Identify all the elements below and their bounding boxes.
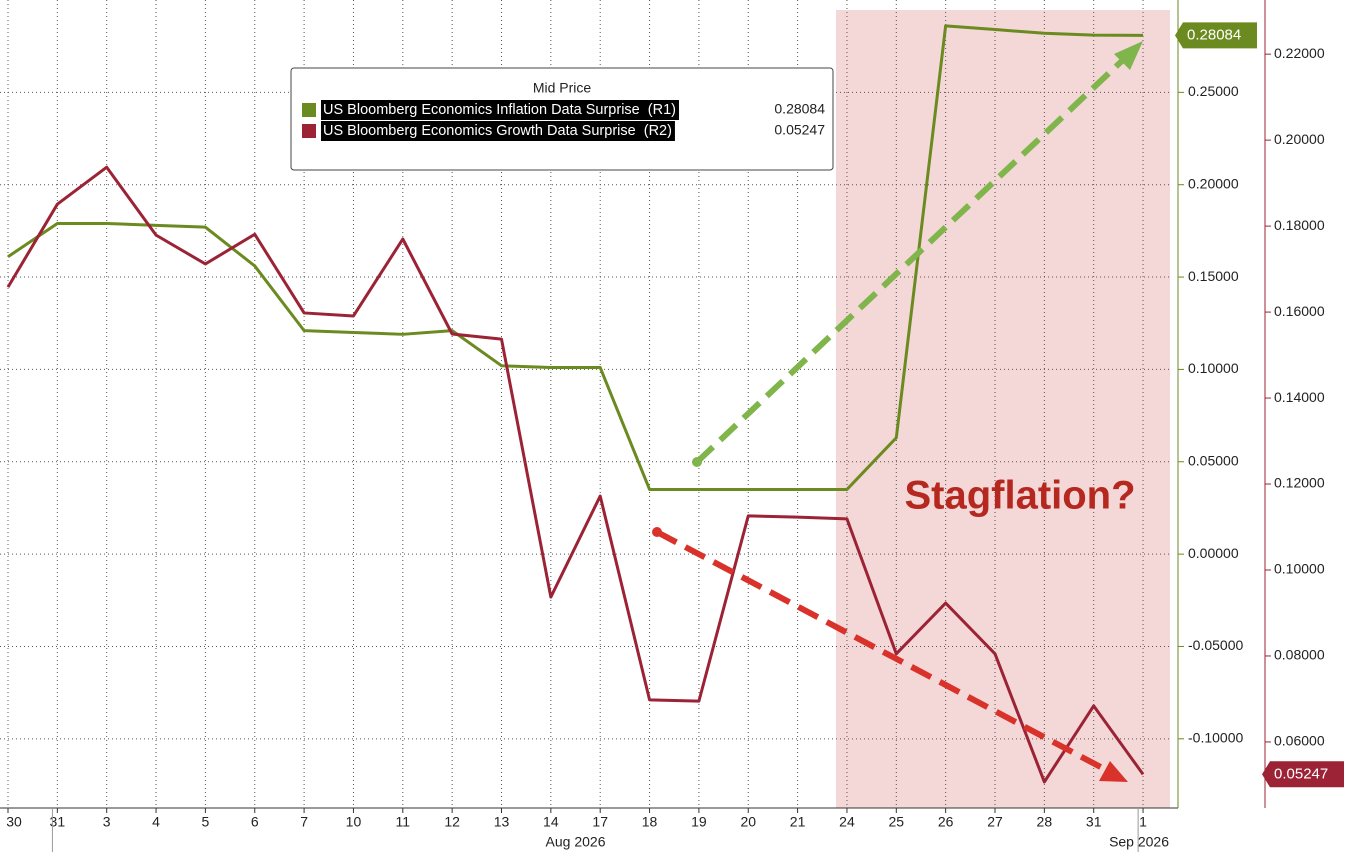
legend-highlight	[321, 100, 679, 120]
legend-label: US Bloomberg Economics Growth Data Surpr…	[323, 123, 672, 139]
x-tick-label: 5	[202, 814, 210, 830]
x-tick-label: 1	[1139, 814, 1147, 830]
x-tick-label: 20	[740, 814, 756, 830]
legend-value: 0.28084	[774, 101, 825, 117]
x-tick-label: 31	[50, 814, 66, 830]
y2-tick-label: 0.10000	[1274, 561, 1325, 577]
legend-label: US Bloomberg Economics Inflation Data Su…	[323, 102, 676, 118]
x-tick-label: 4	[152, 814, 160, 830]
grid	[0, 0, 1170, 808]
x-tick-label: 12	[444, 814, 460, 830]
annotation: Stagflation?	[904, 474, 1135, 518]
legend-swatch	[302, 124, 316, 138]
legend-highlight	[321, 121, 675, 141]
x-tick-label: 31	[1086, 814, 1102, 830]
y-tick-label: 0.10000	[1188, 360, 1239, 376]
x-tick-label: 28	[1037, 814, 1053, 830]
x-tick-label: 7	[300, 814, 308, 830]
y-tick-label: 0.00000	[1188, 545, 1239, 561]
x-tick-label: 21	[790, 814, 806, 830]
axes: -0.10000 -0.05000 0.00000 0.05000 0.10000 0.1…	[6, 22, 1344, 852]
x-tick-label: 13	[494, 814, 510, 830]
x-tick-label: 14	[543, 814, 559, 830]
down-arrow	[655, 529, 1112, 775]
x-tick-label: 17	[592, 814, 608, 830]
series-line	[6, 165, 1145, 784]
y-tick-label: 0.25000	[1188, 83, 1239, 99]
up-arrow	[694, 55, 1128, 465]
y2-tick-label: 0.12000	[1274, 475, 1325, 491]
x-tick-label: 26	[938, 814, 954, 830]
x-tick-label: 19	[691, 814, 707, 830]
last-value-box	[1262, 761, 1344, 788]
x-tick-label: 27	[987, 814, 1003, 830]
y2-tick-label: 0.16000	[1274, 303, 1325, 319]
x-tick-label: 25	[889, 814, 905, 830]
x-tick-label: 10	[346, 814, 362, 830]
down-arrow-start	[652, 527, 662, 537]
x-tick-label: 24	[839, 814, 855, 830]
up-arrowhead	[1114, 41, 1143, 70]
y2-tick-label: 0.08000	[1274, 647, 1325, 663]
legend: Mid Price US Bloomberg Economics Inflati…	[290, 67, 834, 171]
legend-title: Mid Price	[533, 80, 592, 96]
highlight-region	[836, 10, 1170, 808]
x-tick-label: 11	[396, 814, 411, 830]
y-tick-label: -0.10000	[1188, 730, 1243, 746]
last-value-box	[1175, 22, 1257, 49]
last-value-label: 0.05247	[1274, 765, 1328, 782]
month-label: Aug 2026	[546, 834, 606, 850]
x-tick-label: 18	[642, 814, 658, 830]
y-tick-label: 0.05000	[1188, 452, 1239, 468]
y-tick-label: -0.05000	[1188, 637, 1243, 653]
y2-tick-label: 0.06000	[1274, 733, 1325, 749]
y-tick-label: 0.15000	[1188, 268, 1239, 284]
legend-value: 0.05247	[774, 122, 825, 138]
y-tick-label: 0.20000	[1188, 175, 1239, 191]
y2-tick-label: 0.20000	[1274, 131, 1325, 147]
legend-swatch	[302, 103, 316, 117]
lines	[6, 24, 1145, 784]
x-tick-label: 6	[251, 814, 259, 830]
y2-tick-label: 0.14000	[1274, 389, 1325, 405]
x-tick-label: 3	[103, 814, 111, 830]
trend-arrows	[652, 41, 1143, 782]
x-tick-label: 30	[6, 814, 22, 830]
y2-tick-label: 0.22000	[1274, 45, 1325, 61]
up-arrow-start	[692, 457, 702, 467]
last-value-label: 0.28084	[1187, 26, 1241, 43]
month-label: Sep 2026	[1109, 834, 1169, 850]
y2-tick-label: 0.18000	[1274, 217, 1325, 233]
series-line	[7, 24, 1144, 491]
down-arrowhead	[1099, 761, 1128, 782]
